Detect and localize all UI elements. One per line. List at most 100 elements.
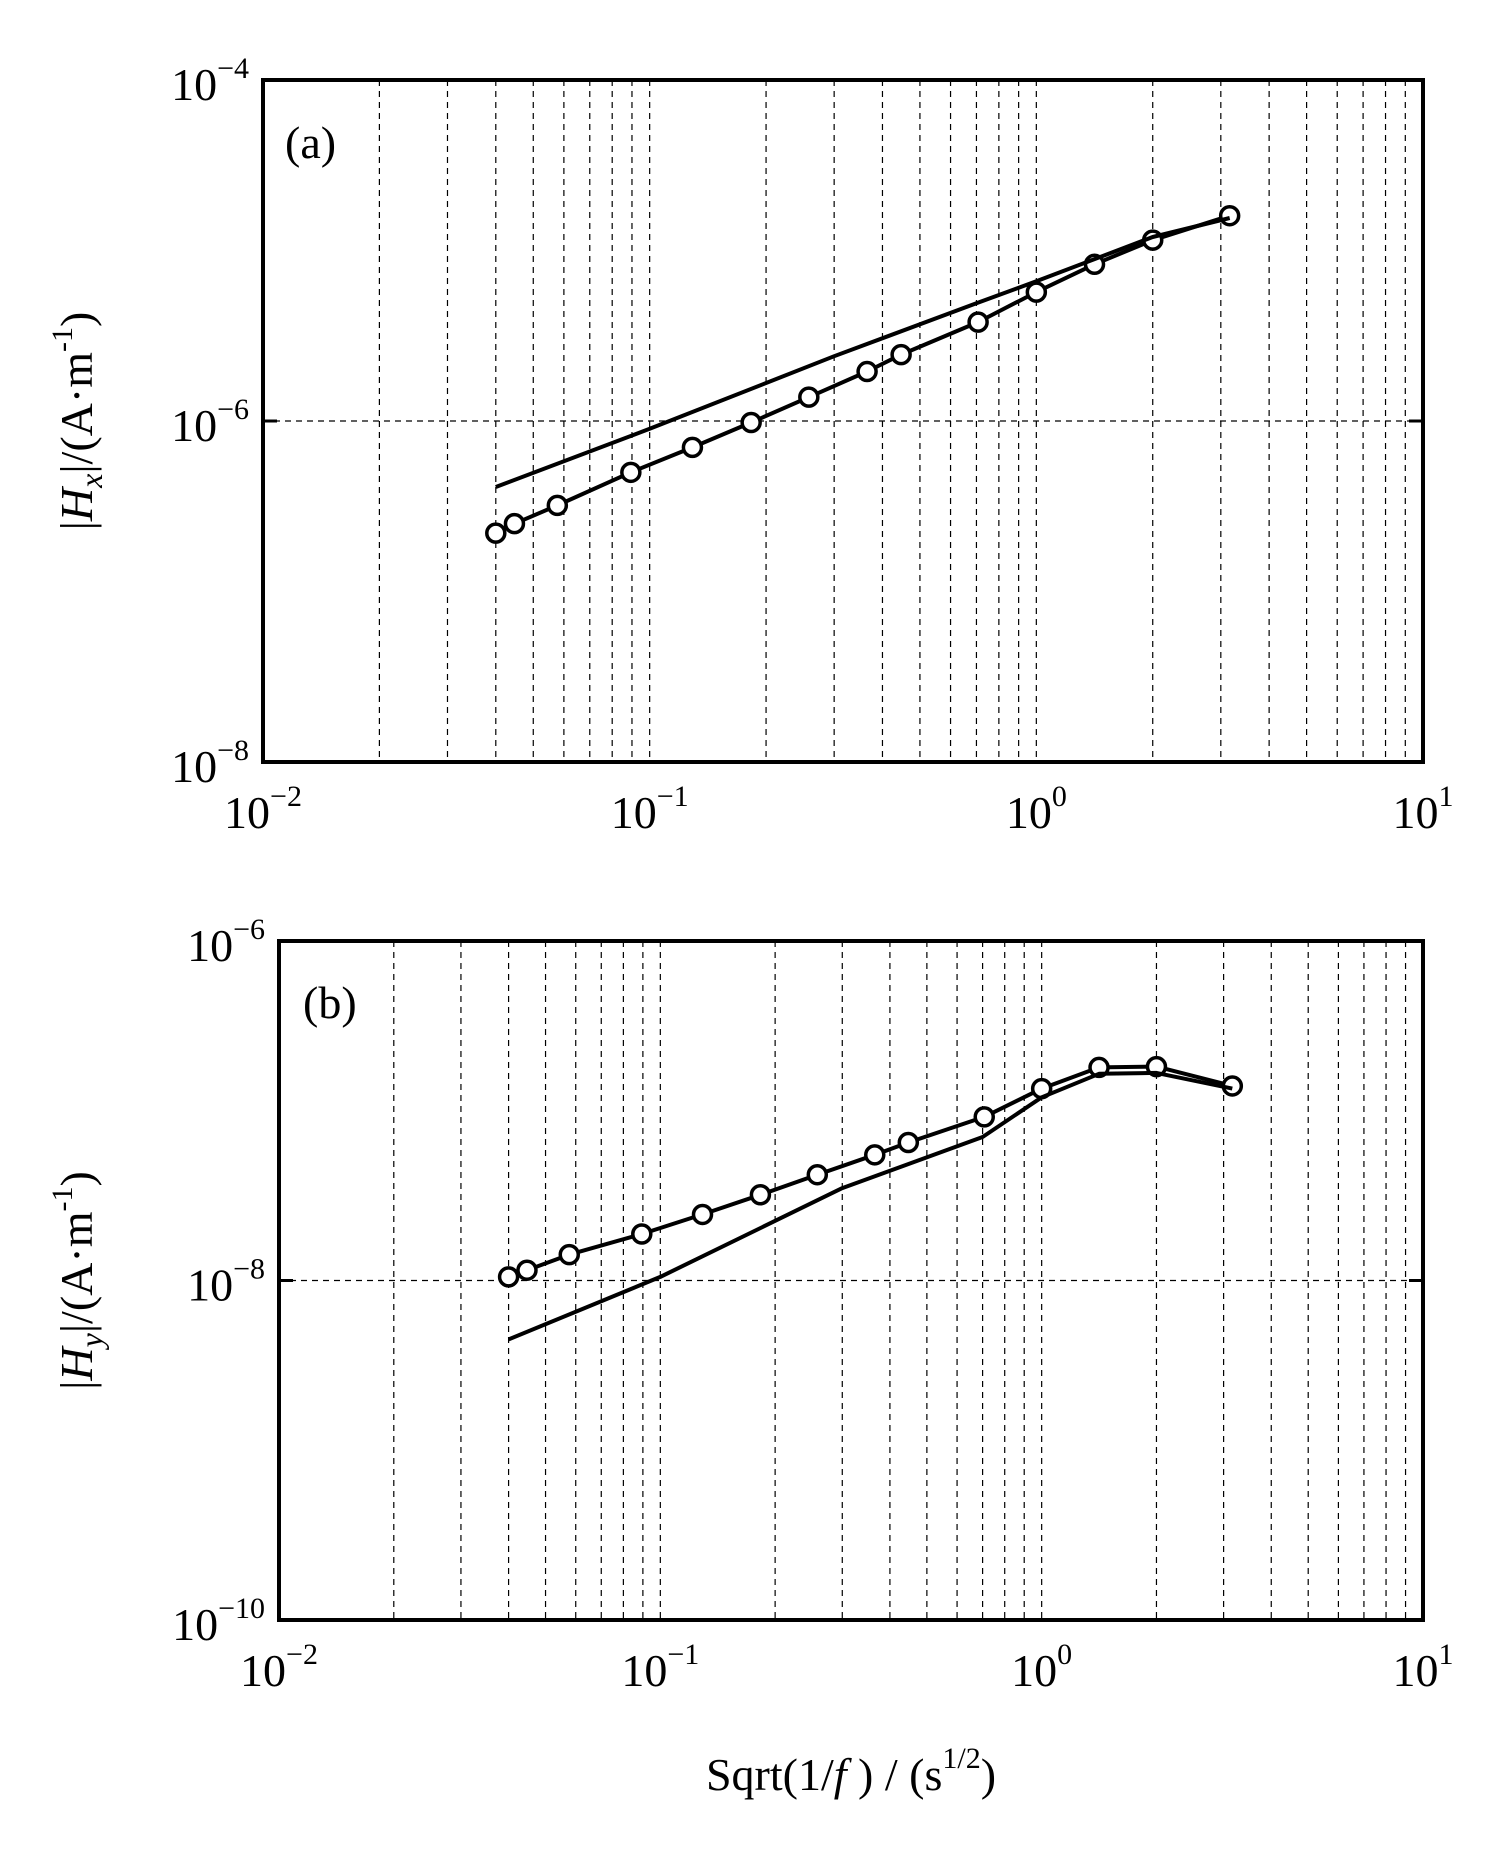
y-tick-label: 10−4 (171, 52, 249, 110)
y-tick-exponent: −10 (218, 1592, 265, 1625)
series-solid-line (507, 1070, 1233, 1342)
x-tick-label: 101 (1393, 780, 1454, 838)
data-point (856, 360, 878, 383)
data-point (558, 1243, 581, 1266)
x-tick-base: 10 (621, 1645, 667, 1696)
x-tick-exponent: 1 (1439, 1638, 1454, 1671)
data-point (485, 522, 507, 544)
y-axis-label-bar: | (51, 1324, 102, 1333)
y-tick-label: 10−8 (171, 734, 249, 792)
y-tick-exponent: −6 (233, 913, 265, 946)
data-point (497, 1266, 520, 1288)
y-axis-label-var: H (51, 1345, 102, 1382)
x-tick-label: 100 (1006, 780, 1067, 838)
x-tick-base: 10 (1393, 787, 1439, 838)
y-axis-label-var: H (51, 485, 102, 522)
y-tick-base: 10 (171, 59, 217, 110)
panel-label: (a) (285, 117, 336, 168)
data-point (1218, 204, 1241, 227)
data-point (798, 386, 820, 408)
data-point (740, 411, 762, 434)
data-point (749, 1184, 772, 1206)
data-point (806, 1163, 829, 1186)
y-tick-base: 10 (172, 1599, 218, 1650)
y-tick-label: 10−6 (171, 393, 249, 451)
y-axis-label-units-exp: -1 (46, 327, 79, 352)
y-tick-base: 10 (187, 1260, 233, 1311)
x-tick-base: 10 (1393, 1645, 1439, 1696)
y-axis-label-sub: x (73, 474, 109, 489)
data-point (516, 1259, 538, 1281)
x-axis-label-mid: ) / (s (847, 1749, 943, 1800)
y-axis-label: |Hx|/(A·m-1) (46, 312, 109, 531)
x-tick-label: 100 (1011, 1638, 1072, 1696)
data-point (864, 1144, 886, 1166)
y-axis-label-units: /(A·m (51, 352, 102, 465)
data-point (691, 1203, 714, 1226)
x-tick-base: 10 (611, 787, 657, 838)
y-tick-base: 10 (187, 920, 233, 971)
series-line (495, 216, 1231, 489)
x-tick-label: 10−1 (621, 1638, 699, 1696)
y-tick-label: 10−6 (187, 913, 265, 971)
x-tick-label: 101 (1393, 1638, 1454, 1696)
y-tick-base: 10 (171, 400, 217, 451)
data-point (503, 512, 526, 535)
y-axis-label-bar: | (51, 521, 102, 530)
x-tick-base: 10 (240, 1645, 286, 1696)
panel-b: 10−2 10−1 100 10110−610−810−10(b)|Hy|/(A·m-… (46, 913, 1454, 1800)
data-point (546, 494, 569, 517)
x-axis-label-exp: 1/2 (942, 1742, 980, 1775)
y-axis-label-units-close: ) (51, 312, 102, 327)
grid (263, 80, 1423, 762)
data-point (631, 1223, 653, 1245)
x-axis-label: Sqrt(1/f ) / (s1/2) (706, 1742, 996, 1800)
y-tick-exponent: −8 (233, 1253, 265, 1286)
series-line (494, 213, 1231, 535)
y-axis-label-units-close: ) (51, 1171, 102, 1186)
series-line (507, 1070, 1233, 1342)
series-with-markers (485, 204, 1241, 544)
panel-a: 10−2 10−1 100 10110−410−610−8(a)|Hx|/(A·m-1… (46, 52, 1454, 838)
y-axis-label-sub: y (73, 1332, 109, 1350)
data-point (967, 311, 989, 333)
x-tick-exponent: −1 (657, 780, 689, 813)
x-tick-label: 10−2 (224, 780, 302, 838)
data-point (1025, 281, 1048, 303)
y-tick-exponent: −8 (217, 734, 249, 767)
data-point (973, 1106, 995, 1128)
plot-frame (261, 78, 1425, 764)
series-with-markers (497, 1055, 1244, 1288)
data-point (890, 343, 912, 366)
data-point (681, 436, 704, 459)
y-tick-exponent: −6 (217, 393, 249, 426)
y-axis-label-bar: | (51, 464, 102, 473)
x-tick-exponent: 0 (1052, 780, 1067, 813)
x-tick-label: 10−1 (611, 780, 689, 838)
y-tick-exponent: −4 (217, 52, 249, 85)
x-tick-base: 10 (224, 787, 270, 838)
y-tick-base: 10 (171, 741, 217, 792)
x-tick-exponent: −1 (667, 1638, 699, 1671)
x-axis-label-pre: Sqrt(1/ (706, 1749, 834, 1800)
x-tick-exponent: −2 (286, 1638, 318, 1671)
x-axis-label-post: ) (981, 1749, 996, 1800)
x-tick-exponent: −2 (270, 780, 302, 813)
y-axis-label-units-exp: -1 (46, 1187, 79, 1212)
series-solid-line (495, 216, 1231, 489)
x-tick-label: 10−2 (240, 1638, 318, 1696)
x-tick-base: 10 (1011, 1645, 1057, 1696)
x-tick-exponent: 0 (1057, 1638, 1072, 1671)
x-tick-exponent: 1 (1439, 780, 1454, 813)
data-point (897, 1131, 920, 1154)
grid (279, 941, 1423, 1620)
y-tick-label: 10−10 (172, 1592, 265, 1650)
y-axis-label: |Hy|/(A·m-1) (46, 1171, 109, 1390)
y-axis-label-bar: | (51, 1381, 102, 1390)
x-tick-base: 10 (1006, 787, 1052, 838)
data-point (620, 461, 642, 484)
panel-label: (b) (303, 977, 357, 1028)
series-line (507, 1064, 1233, 1279)
y-tick-label: 10−8 (187, 1253, 265, 1311)
